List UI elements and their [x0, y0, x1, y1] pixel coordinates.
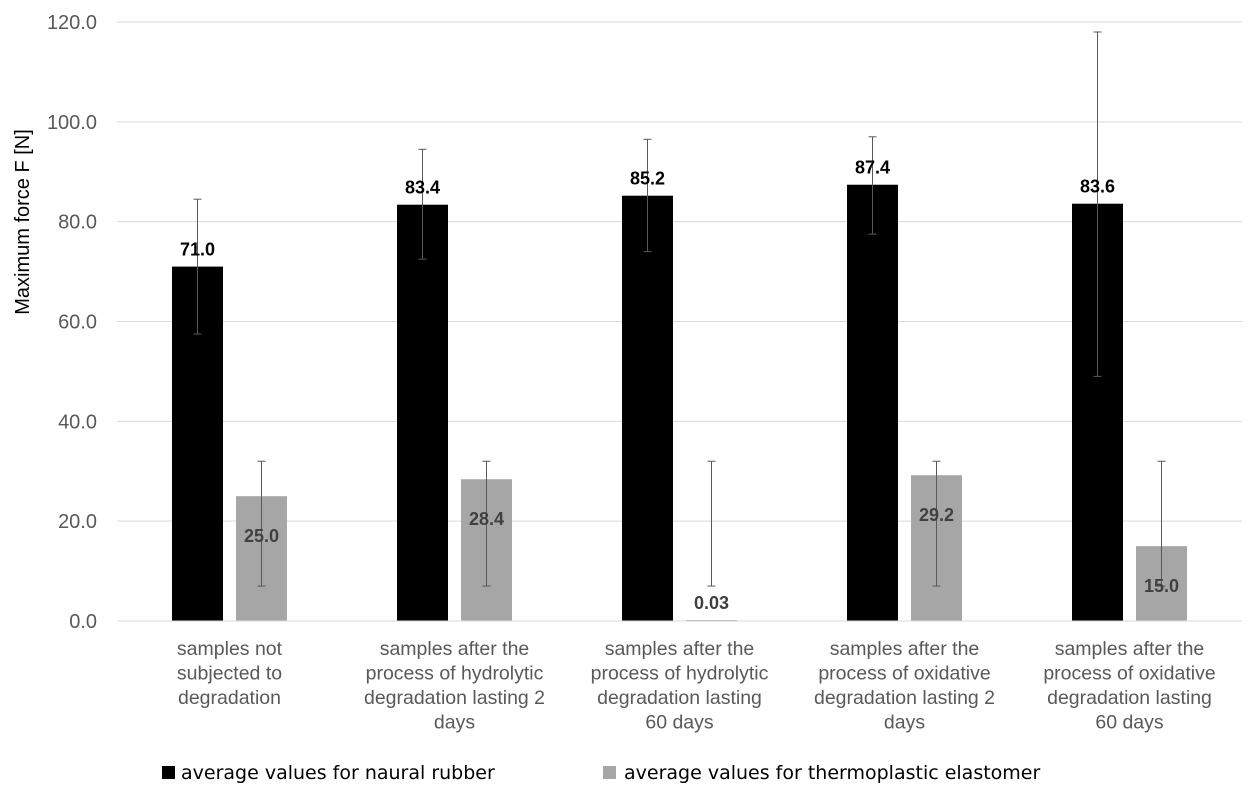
error-bars [193, 31, 1166, 587]
error-bar [418, 148, 427, 260]
y-tick-label: 20.0 [58, 511, 97, 533]
category-label: samples after the process of hydrolytic de… [364, 638, 545, 734]
data-label: 0.03 [694, 593, 729, 613]
bar-natural-rubber [622, 195, 673, 621]
error-bar [643, 138, 652, 253]
y-tick-label: 0.0 [69, 611, 97, 633]
data-label: 87.4 [855, 158, 890, 178]
error-bar [257, 460, 266, 587]
data-label: 25.0 [244, 526, 279, 546]
category-label: samples after the process of oxidative deg… [814, 638, 995, 734]
category-labels: samples not subjected to degradation sample… [177, 638, 1216, 734]
data-label: 83.6 [1080, 177, 1115, 197]
error-bar [868, 136, 877, 235]
category-label: samples not subjected to degradation [177, 638, 283, 709]
error-bar [1093, 31, 1102, 377]
error-bar [707, 460, 716, 587]
bars [172, 184, 1187, 622]
data-label: 29.2 [919, 505, 954, 525]
legend-label-natural-rubber: average values for naural rubber [181, 762, 495, 784]
data-labels: 71.0 83.4 85.2 87.4 83.6 25.0 28.4 0.03 29.2 15.0 [180, 158, 1179, 613]
y-tick-label: 60.0 [58, 312, 97, 334]
data-label: 85.2 [630, 169, 665, 189]
y-axis-label: Maximum force F [N] [12, 129, 34, 315]
category-label: samples after the process of oxidative deg… [1043, 638, 1215, 734]
gridlines [117, 21, 1242, 522]
legend-label-thermoplastic-elastomer: average values for thermoplastic elastom… [624, 762, 1040, 784]
error-bar [1157, 460, 1166, 587]
y-tick-label: 40.0 [58, 411, 97, 433]
data-label: 71.0 [180, 240, 215, 260]
error-bar [193, 198, 202, 335]
data-label: 28.4 [469, 509, 504, 529]
error-bar [932, 460, 941, 587]
category-label: samples after the process of hydrolytic de… [591, 638, 769, 734]
legend-swatch-natural-rubber [162, 766, 175, 779]
y-tick-label: 100.0 [47, 112, 97, 134]
y-tick-label: 120.0 [47, 12, 97, 34]
bar-natural-rubber [397, 204, 448, 621]
legend: average values for naural rubber average… [162, 762, 1040, 784]
data-label: 83.4 [405, 178, 440, 198]
error-bar [482, 460, 491, 587]
data-label: 15.0 [1144, 576, 1179, 596]
y-tick-label: 80.0 [58, 212, 97, 234]
bar-natural-rubber [847, 184, 898, 621]
y-axis-tick-labels: 0.0 20.0 40.0 60.0 80.0 100.0 120.0 [47, 12, 97, 633]
legend-swatch-thermoplastic-elastomer [603, 766, 616, 779]
